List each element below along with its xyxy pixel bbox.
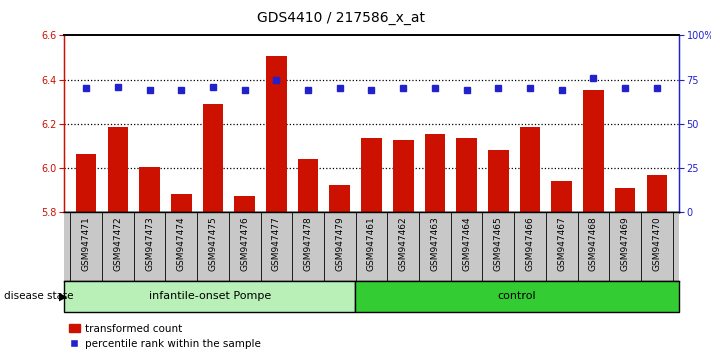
Text: GSM947463: GSM947463: [430, 217, 439, 271]
Bar: [107, 127, 128, 212]
Legend: transformed count, percentile rank within the sample: transformed count, percentile rank withi…: [69, 324, 261, 349]
Text: GSM947475: GSM947475: [208, 217, 218, 271]
Text: GSM947473: GSM947473: [145, 217, 154, 271]
Bar: [64, 281, 356, 312]
Text: GSM947471: GSM947471: [82, 217, 91, 271]
Bar: [552, 181, 572, 212]
Bar: [583, 90, 604, 212]
Text: GSM947464: GSM947464: [462, 217, 471, 271]
Bar: [139, 167, 160, 212]
Text: GSM947479: GSM947479: [336, 217, 344, 271]
Text: GSM947468: GSM947468: [589, 217, 598, 271]
Bar: [393, 141, 414, 212]
Bar: [424, 134, 445, 212]
Text: GSM947477: GSM947477: [272, 217, 281, 271]
Text: GSM947466: GSM947466: [525, 217, 535, 271]
Text: GSM947472: GSM947472: [113, 217, 122, 271]
Text: GDS4410 / 217586_x_at: GDS4410 / 217586_x_at: [257, 11, 424, 25]
Bar: [298, 159, 319, 212]
Bar: [266, 56, 287, 212]
Text: ▶: ▶: [59, 291, 68, 302]
Bar: [456, 138, 477, 212]
Bar: [646, 175, 667, 212]
Text: control: control: [498, 291, 537, 302]
Text: GSM947462: GSM947462: [399, 217, 407, 271]
Bar: [329, 185, 350, 212]
Bar: [520, 127, 540, 212]
Text: GSM947467: GSM947467: [557, 217, 566, 271]
Text: GSM947465: GSM947465: [494, 217, 503, 271]
Bar: [235, 196, 255, 212]
Text: GSM947469: GSM947469: [621, 217, 630, 271]
Bar: [356, 281, 679, 312]
Text: GSM947461: GSM947461: [367, 217, 376, 271]
Text: GSM947478: GSM947478: [304, 217, 313, 271]
Text: infantile-onset Pompe: infantile-onset Pompe: [149, 291, 271, 302]
Bar: [361, 138, 382, 212]
Text: GSM947476: GSM947476: [240, 217, 249, 271]
Text: GSM947474: GSM947474: [177, 217, 186, 271]
Bar: [615, 188, 636, 212]
Text: GSM947470: GSM947470: [652, 217, 661, 271]
Bar: [203, 104, 223, 212]
Bar: [488, 150, 508, 212]
Bar: [171, 194, 191, 212]
Text: disease state: disease state: [4, 291, 73, 302]
Bar: [76, 154, 97, 212]
